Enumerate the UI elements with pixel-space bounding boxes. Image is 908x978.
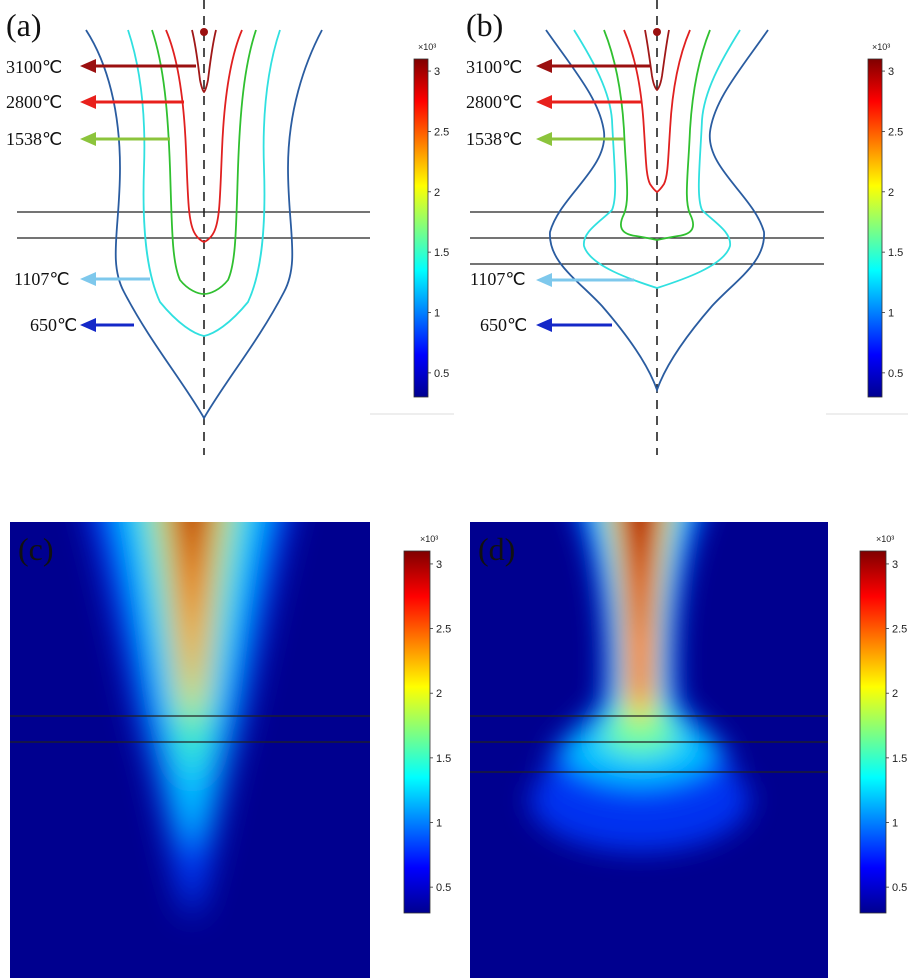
isotherm-label-1538: 1538℃ (466, 129, 522, 149)
colorbar-tick-label: 3 (892, 559, 898, 571)
colorbar-c: ×10³ 3 2.5 2 1.5 1 0.5 (403, 534, 451, 914)
colorbar-tick-label: 2 (892, 688, 898, 700)
panel-d-label: (d) (478, 531, 515, 567)
isotherm-label-3100: 3100℃ (466, 57, 522, 77)
colorbar-tick-label: 2.5 (892, 624, 907, 636)
panel-b-label: (b) (466, 7, 503, 43)
isotherm-label-2800: 2800℃ (6, 92, 62, 112)
colorbar-multiplier: ×10³ (876, 534, 894, 544)
peak-point (200, 28, 208, 36)
isotherm-label-3100: 3100℃ (6, 57, 62, 77)
panel-d: (d) (470, 522, 828, 978)
contour-2800 (623, 29, 691, 194)
panel-a-label: (a) (6, 7, 42, 43)
arrow-head-3100 (536, 59, 552, 73)
colorbar-tick-label: 3 (434, 66, 440, 78)
arrow-head-650 (536, 318, 552, 332)
panel-b: (b) 3100℃ 2800℃ 1538℃ 1107℃ 650℃ (466, 0, 908, 455)
contour-3100 (644, 29, 670, 92)
heatmap-d (470, 522, 828, 978)
arrow-head-2800 (536, 95, 552, 109)
colorbar-tick-label: 3 (888, 66, 894, 78)
contour-1107 (127, 29, 281, 337)
colorbar-b: ×10³ 3 2.5 2 1.5 1 0.5 (867, 42, 903, 398)
colorbar-tick-label: 1 (434, 308, 440, 320)
isotherm-label-650: 650℃ (30, 315, 77, 335)
isotherm-label-2800: 2800℃ (466, 92, 522, 112)
colorbar-tick-label: 1 (436, 818, 442, 830)
isotherm-label-1107: 1107℃ (14, 269, 70, 289)
colorbar-multiplier: ×10³ (418, 42, 436, 52)
colorbar-tick-label: 3 (436, 559, 442, 571)
colorbar-multiplier: ×10³ (420, 534, 438, 544)
colorbar-tick-label: 2.5 (888, 126, 903, 138)
isotherm-label-650: 650℃ (480, 315, 527, 335)
arrow-head-1538 (536, 132, 552, 146)
colorbar-tick-label: 2 (888, 187, 894, 199)
colorbar-tick-label: 0.5 (892, 882, 907, 894)
colorbar-gradient (859, 550, 887, 914)
contour-3100 (191, 29, 217, 94)
isotherm-label-1538: 1538℃ (6, 129, 62, 149)
colorbar-d: ×10³ 3 2.5 2 1.5 1 0.5 (859, 534, 907, 914)
contour-1107 (573, 29, 741, 289)
contour-650 (85, 29, 323, 420)
colorbar-tick-label: 1.5 (434, 247, 449, 259)
colorbar-tick-label: 2 (436, 688, 442, 700)
colorbar-tick-label: 1.5 (892, 753, 907, 765)
colorbar-tick-label: 1 (888, 308, 894, 320)
colorbar-gradient (867, 58, 883, 398)
arrow-head-1538 (80, 132, 96, 146)
colorbar-gradient (403, 550, 431, 914)
colorbar-multiplier: ×10³ (872, 42, 890, 52)
contour-650 (545, 29, 769, 393)
isotherm-label-1107: 1107℃ (470, 269, 526, 289)
heatmap-c (10, 522, 370, 978)
contour-1538 (603, 29, 711, 241)
arrow-head-1107 (536, 273, 552, 287)
colorbar-tick-label: 2.5 (434, 126, 449, 138)
colorbar-tick-label: 0.5 (436, 882, 451, 894)
colorbar-tick-label: 0.5 (888, 368, 903, 380)
colorbar-gradient (413, 58, 429, 398)
colorbar-tick-label: 1.5 (888, 247, 903, 259)
panel-c-label: (c) (18, 531, 54, 567)
colorbar-tick-label: 2 (434, 187, 440, 199)
contour-2800 (165, 29, 243, 243)
arrow-head-2800 (80, 95, 96, 109)
arrow-head-3100 (80, 59, 96, 73)
colorbar-tick-label: 0.5 (434, 368, 449, 380)
arrow-head-650 (80, 318, 96, 332)
peak-point (653, 28, 661, 36)
colorbar-tick-label: 1.5 (436, 753, 451, 765)
colorbar-tick-label: 1 (892, 818, 898, 830)
colorbar-a: ×10³ 3 2.5 2 1.5 1 0.5 (413, 42, 449, 398)
panel-a: (a) 3100℃ 2800℃ 1538℃ 1107℃ 650℃ (6, 0, 454, 455)
contour-1538 (151, 29, 257, 295)
panel-c: (c) (10, 522, 370, 978)
colorbar-tick-label: 2.5 (436, 624, 451, 636)
arrow-head-1107 (80, 272, 96, 286)
